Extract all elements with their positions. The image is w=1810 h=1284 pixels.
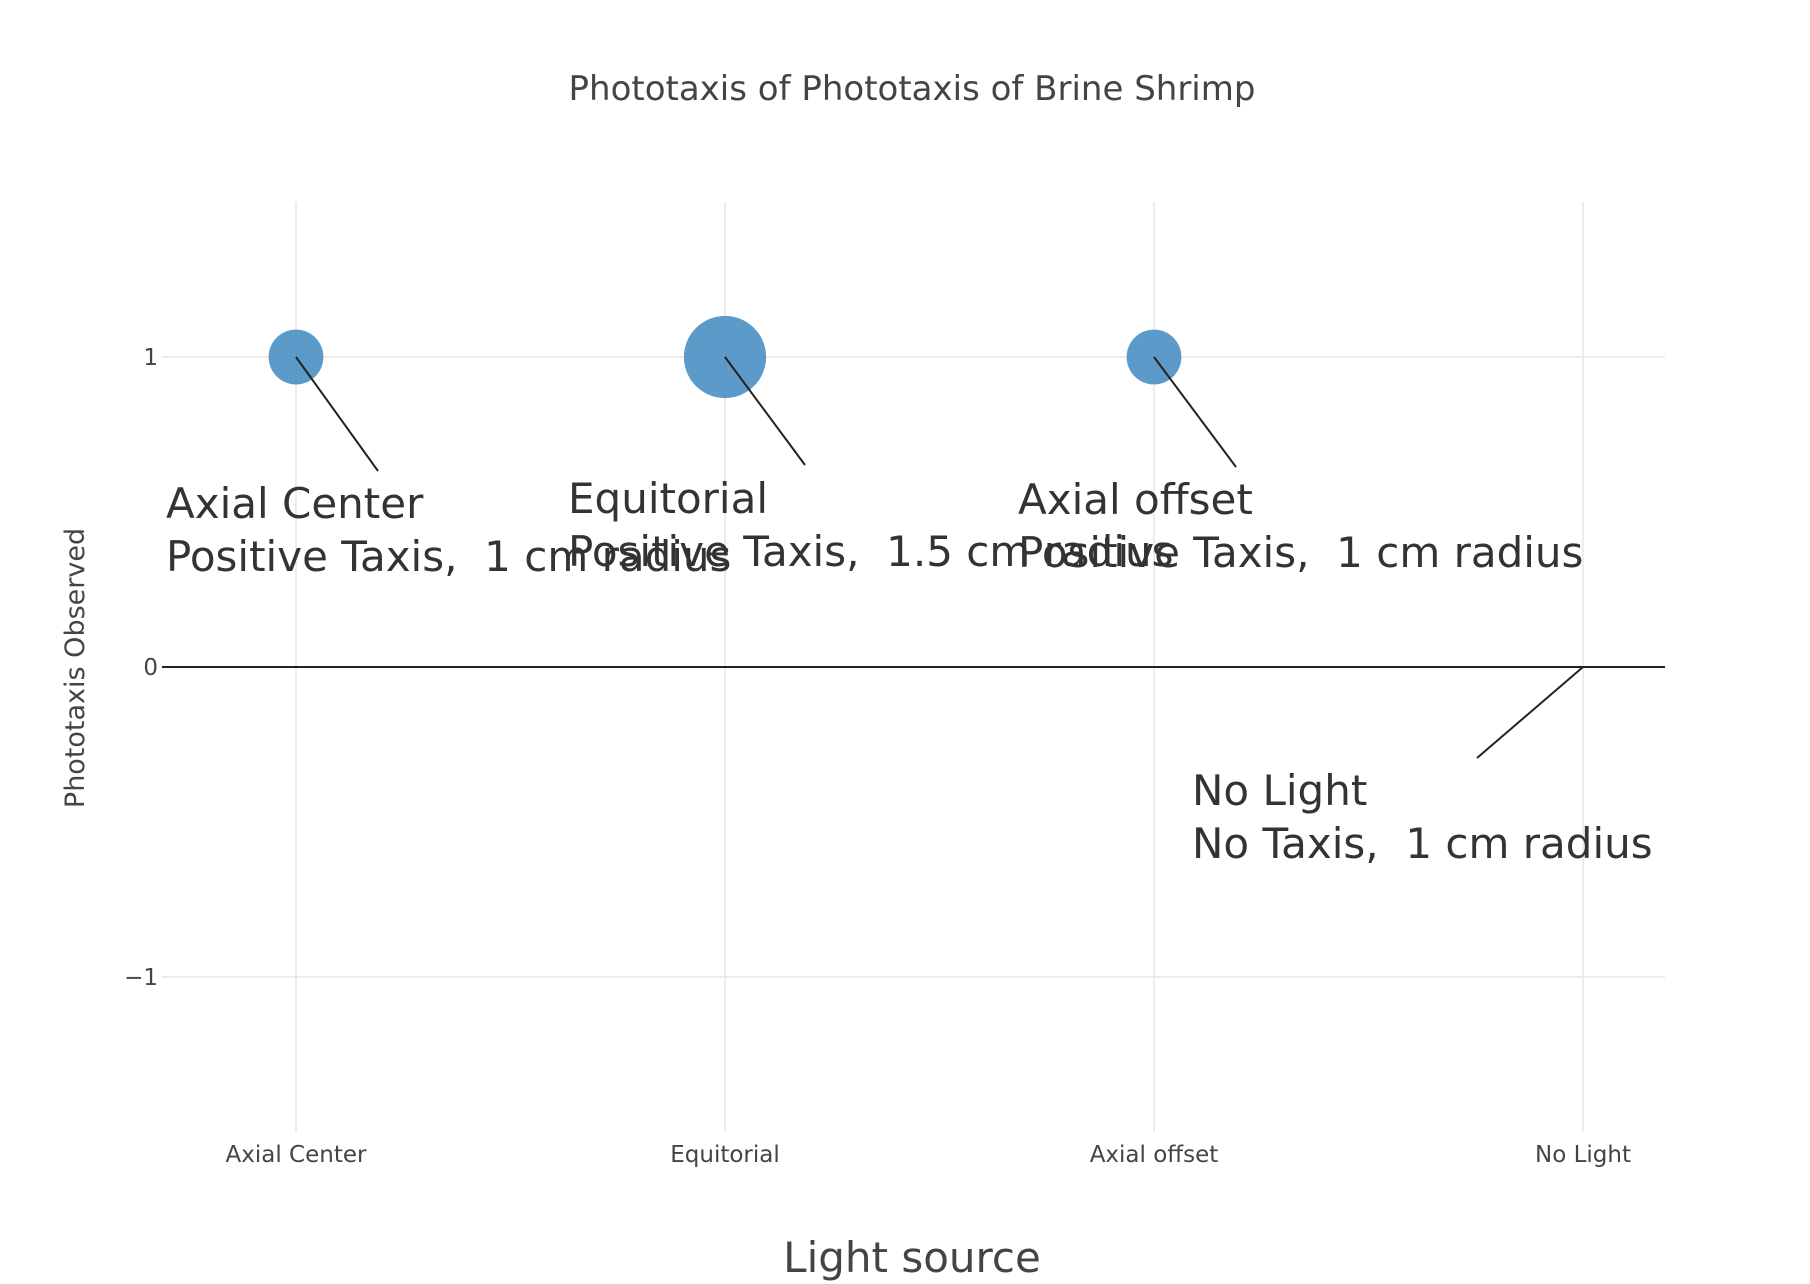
annotation-detail: Positive Taxis, 1 cm radius bbox=[1018, 528, 1583, 577]
y-tick-label: 0 bbox=[143, 655, 158, 681]
chart-title: Phototaxis of Phototaxis of Brine Shrimp bbox=[569, 69, 1256, 109]
x-tick-label: Axial Center bbox=[226, 1142, 367, 1168]
y-tick-label: 1 bbox=[143, 345, 158, 371]
annotation-arrow bbox=[1476, 666, 1584, 759]
x-tick-label: Equitorial bbox=[670, 1142, 780, 1168]
annotation-arrow bbox=[295, 356, 379, 472]
annotation-title: Axial offset bbox=[1018, 475, 1253, 524]
annotation-detail: Positive Taxis, 1.5 cm radius bbox=[568, 527, 1174, 576]
annotation-detail: No Taxis, 1 cm radius bbox=[1192, 819, 1653, 868]
tick-labels: −1 0 1 Axial Center Equitorial Axial offset No… bbox=[124, 345, 1631, 1168]
annotation-title: Equitorial bbox=[568, 474, 768, 523]
x-axis-label: Light source bbox=[783, 1233, 1041, 1282]
y-tick-label: −1 bbox=[124, 965, 158, 991]
annotation-arrow bbox=[1153, 356, 1237, 468]
annotation-arrow bbox=[724, 356, 806, 466]
y-axis-label: Phototaxis Observed bbox=[60, 528, 91, 808]
annotation-detail: Positive Taxis, 1 cm radius bbox=[166, 532, 731, 581]
x-tick-label: Axial offset bbox=[1090, 1142, 1219, 1168]
annotation-title: No Light bbox=[1192, 766, 1367, 815]
annotation-title: Axial Center bbox=[166, 479, 424, 528]
x-tick-label: No Light bbox=[1535, 1142, 1631, 1168]
